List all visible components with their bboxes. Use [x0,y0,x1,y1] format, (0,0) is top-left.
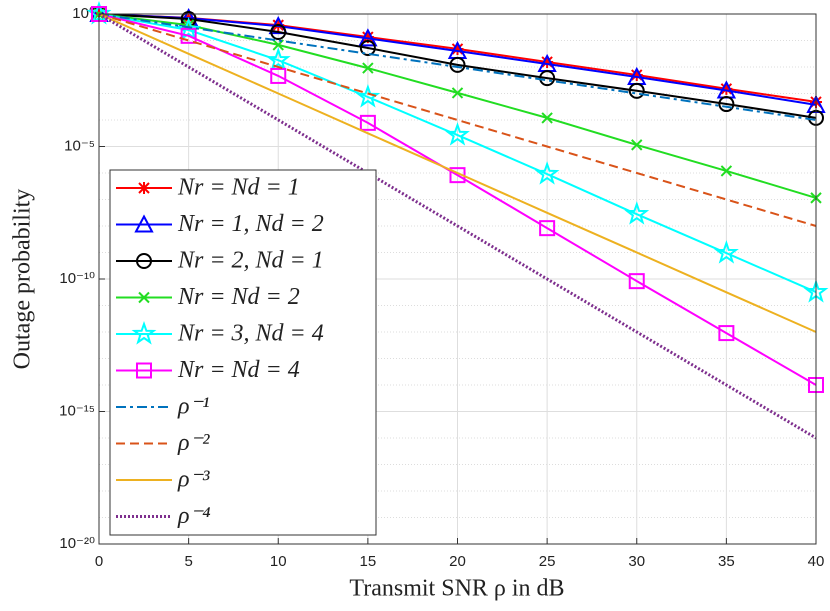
x-tick-label: 10 [270,553,287,570]
marker [359,40,376,57]
marker [361,31,374,44]
legend: Nr = Nd = 1 Nr = 1, Nd = 2 Nr = 2, Nd = 1 N… [109,169,377,536]
marker [445,122,470,146]
marker [270,67,287,84]
y-tick-label: 10⁻⁵ [64,137,95,154]
y-tick-label: 10⁻²⁰ [59,535,95,552]
legend-label: Nr = Nd = 1 [177,175,300,201]
marker [718,96,735,113]
marker [720,82,733,95]
x-tick-label: 5 [184,553,192,570]
legend-box [109,169,377,536]
x-tick-label: 20 [449,553,466,570]
marker [628,273,645,290]
marker [136,362,152,379]
marker [628,82,645,99]
legend-label: ρ⁻¹ [177,394,209,420]
marker [359,114,376,131]
legend-label: ρ⁻² [177,430,210,456]
marker [134,214,154,233]
marker [630,68,643,81]
marker [713,240,739,264]
series-line [98,13,817,227]
marker [138,291,150,304]
series-line [98,13,817,294]
x-tick-label: 35 [718,553,735,570]
y-tick-label: 10⁻¹⁰ [59,270,95,287]
x-tick-label: 0 [95,553,103,570]
marker [362,62,374,74]
legend-label: Nr = 2, Nd = 1 [177,248,324,274]
marker [176,16,201,41]
marker [541,112,553,124]
marker [138,182,150,194]
marker [539,220,556,237]
series-line [98,13,817,119]
x-axis-label: Transmit SNR ρ in dB [349,576,564,602]
marker [355,83,381,108]
series-line [98,13,817,386]
plot-border [98,13,817,545]
marker [451,87,464,99]
marker [451,42,464,55]
marker [449,56,466,73]
marker [539,70,556,87]
marker [180,27,197,44]
series-line [98,13,817,121]
marker [358,28,378,47]
legend-label: Nr = Nd = 2 [177,284,300,310]
series-line [98,13,817,106]
series-line [98,13,817,333]
y-axis-label: Outage probability [10,189,36,370]
y-tick-label: 10⁻¹⁵ [59,402,95,419]
legend-label: Nr = Nd = 4 [177,357,300,383]
x-tick-label: 30 [628,553,645,570]
x-tick-label: 25 [539,553,556,570]
y-tick-label: 10⁰ [72,5,95,22]
x-tick-label: 15 [360,553,377,570]
series-line [98,12,817,440]
x-tick-label: 40 [808,553,825,570]
marker [265,47,291,71]
marker [631,139,643,151]
marker [720,165,733,177]
legend-label: ρ⁻³ [177,467,210,493]
marker [718,325,735,342]
marker [131,320,157,345]
marker [541,55,554,68]
marker [136,253,152,269]
legend-label: Nr = 1, Nd = 2 [177,211,324,237]
legend-label: ρ⁻⁴ [177,503,211,529]
marker [534,161,560,185]
marker [270,23,287,40]
legend-label: Nr = 3, Nd = 4 [177,321,324,347]
marker [624,201,650,225]
